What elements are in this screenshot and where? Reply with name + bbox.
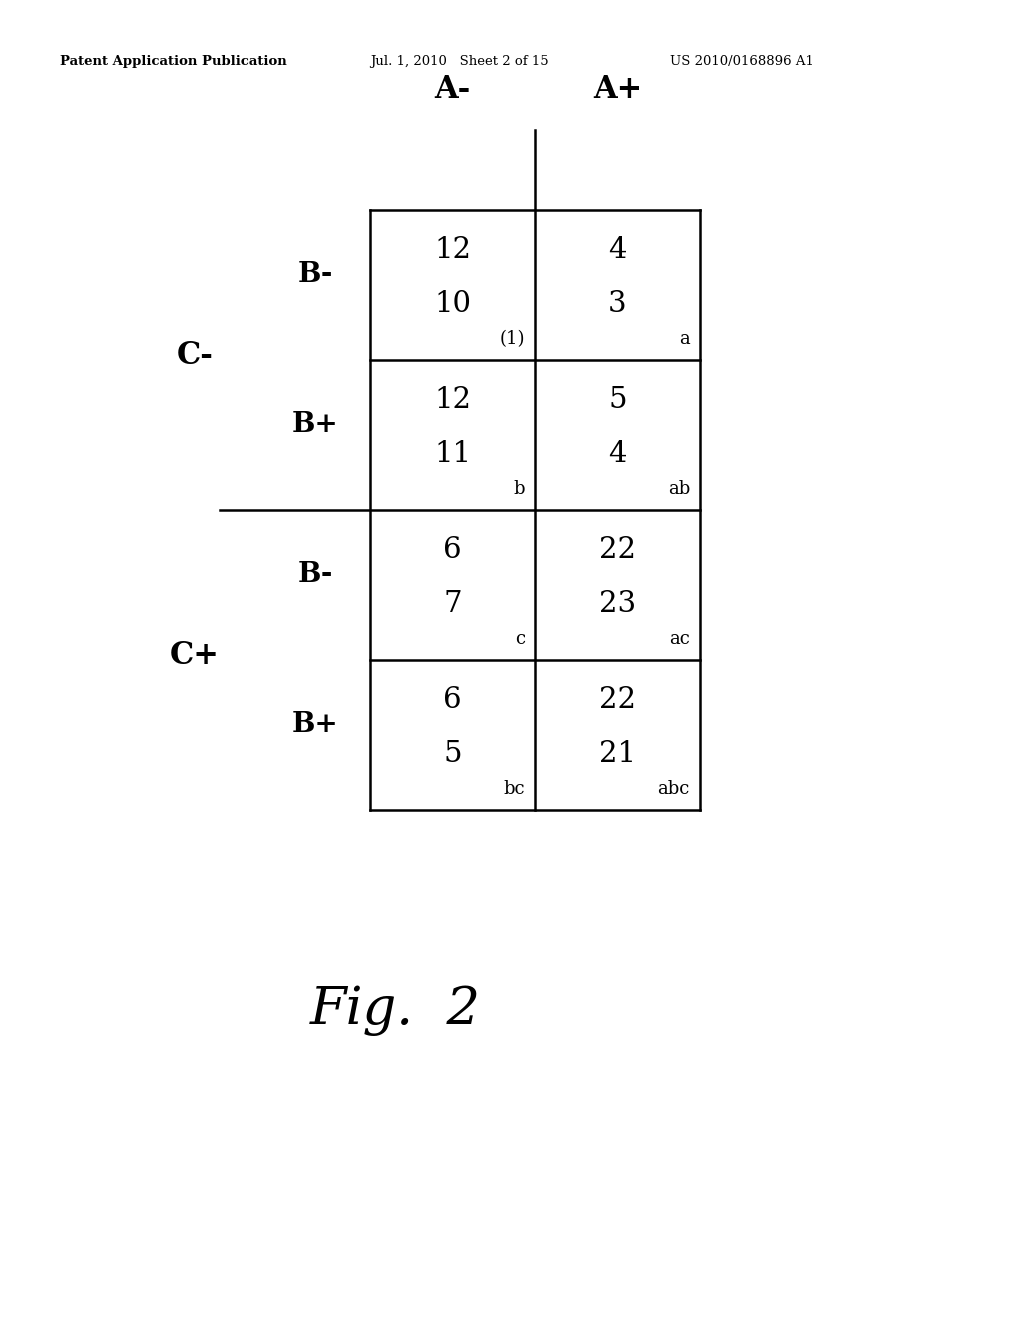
- Text: 4: 4: [608, 440, 627, 469]
- Text: 5: 5: [608, 385, 627, 414]
- Text: 7: 7: [443, 590, 462, 618]
- Text: a: a: [679, 330, 690, 348]
- Text: US 2010/0168896 A1: US 2010/0168896 A1: [670, 55, 814, 69]
- Text: 10: 10: [434, 290, 471, 318]
- Text: bc: bc: [504, 780, 525, 799]
- Text: 5: 5: [443, 741, 462, 768]
- Text: 6: 6: [443, 686, 462, 714]
- Text: A+: A+: [593, 74, 642, 106]
- Text: 22: 22: [599, 686, 636, 714]
- Text: ab: ab: [668, 480, 690, 498]
- Text: b: b: [513, 480, 525, 498]
- Text: A-: A-: [434, 74, 471, 106]
- Text: 4: 4: [608, 236, 627, 264]
- Text: Jul. 1, 2010   Sheet 2 of 15: Jul. 1, 2010 Sheet 2 of 15: [370, 55, 549, 69]
- Text: 11: 11: [434, 440, 471, 469]
- Text: abc: abc: [657, 780, 690, 799]
- Text: B+: B+: [292, 412, 338, 438]
- Text: (1): (1): [500, 330, 525, 348]
- Text: B-: B-: [297, 561, 333, 589]
- Text: 23: 23: [599, 590, 636, 618]
- Text: ac: ac: [669, 630, 690, 648]
- Text: Fig.  2: Fig. 2: [310, 985, 481, 1035]
- Text: B-: B-: [297, 261, 333, 289]
- Text: C+: C+: [170, 639, 220, 671]
- Text: 12: 12: [434, 385, 471, 414]
- Text: Patent Application Publication: Patent Application Publication: [60, 55, 287, 69]
- Text: 6: 6: [443, 536, 462, 564]
- Text: c: c: [515, 630, 525, 648]
- Text: 3: 3: [608, 290, 627, 318]
- Text: 12: 12: [434, 236, 471, 264]
- Text: C-: C-: [176, 339, 213, 371]
- Text: 22: 22: [599, 536, 636, 564]
- Text: B+: B+: [292, 711, 338, 738]
- Text: 21: 21: [599, 741, 636, 768]
